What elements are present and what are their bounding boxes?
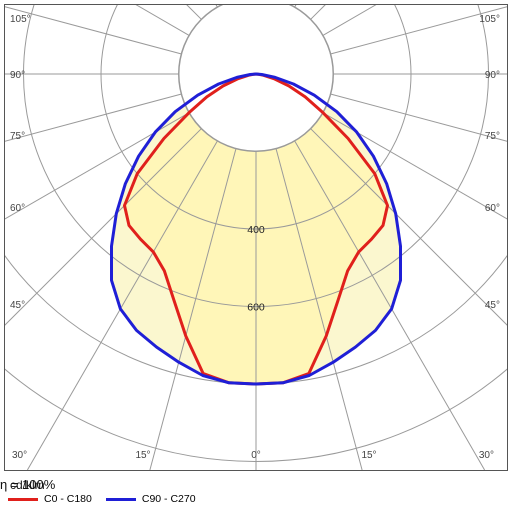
grid-spoke-left-105 [4, 6, 182, 55]
grid-spoke-right-165 [274, 4, 276, 5]
angle-tick-left-4: 45° [10, 300, 25, 311]
angle-tick-left-2: 75° [10, 131, 25, 142]
legend-item-c90-c270: C90 - C270 [105, 493, 196, 505]
angle-tick-left-0: 105° [10, 14, 31, 25]
unit-label: cd/klm [10, 478, 45, 492]
series-layer [110, 72, 402, 386]
grid-spoke-left-120 [134, 4, 190, 36]
plot-frame [4, 4, 508, 471]
angle-tick-left-6: 15° [135, 450, 150, 461]
grid-spoke-right-15 [275, 148, 363, 470]
grid-inner-circle [178, 4, 334, 152]
polar-grid [4, 4, 508, 470]
legend-swatch-c90-c270 [105, 497, 136, 501]
radial-label-400: 400 [247, 224, 265, 236]
grid-spoke-left-165 [236, 4, 238, 5]
grid-spoke-left-135 [185, 4, 202, 20]
grid-spoke-left-30 [26, 140, 218, 470]
efficiency-label: η = 100% [0, 477, 56, 492]
angle-tick-right-6: 15° [361, 450, 376, 461]
legend-label-c90-c270: C90 - C270 [141, 493, 196, 505]
legend: C0 - C180 C90 - C270 [8, 492, 210, 506]
grid-spoke-left-75 [4, 93, 182, 142]
grid-spoke-right-45 [310, 128, 508, 327]
grid-spoke-right-120 [322, 4, 378, 36]
angle-tick-center: 0° [251, 450, 261, 461]
angle-tick-left-1: 90° [10, 70, 25, 81]
angle-tick-right-3: 60° [485, 203, 500, 214]
grid-spoke-right-135 [310, 4, 327, 20]
grid-spoke-left-45 [4, 128, 202, 327]
angle-tick-left-3: 60° [10, 203, 25, 214]
radial-label-600: 600 [247, 302, 265, 314]
angle-tick-left-5: 30° [12, 450, 27, 461]
series-line-1 [110, 72, 402, 386]
legend-item-c0-c180: C0 - C180 [8, 493, 92, 505]
grid-spoke-left-15 [149, 148, 237, 470]
legend-swatch-c0-c180 [8, 497, 38, 501]
grid-spoke-right-30 [294, 140, 486, 470]
angle-tick-right-2: 75° [485, 131, 500, 142]
grid-spoke-right-105 [330, 6, 508, 55]
angle-tick-right-5: 30° [479, 450, 494, 461]
grid-spoke-right-75 [330, 93, 508, 142]
angle-tick-right-1: 90° [485, 70, 500, 81]
angle-tick-right-0: 105° [479, 14, 500, 25]
legend-label-c0-c180: C0 - C180 [44, 493, 92, 505]
angle-tick-right-4: 45° [485, 300, 500, 311]
label-layer: 400 600 105° 90° 75° 60° 45° 30° 15° 105° 90° 75° 60… [10, 14, 500, 461]
